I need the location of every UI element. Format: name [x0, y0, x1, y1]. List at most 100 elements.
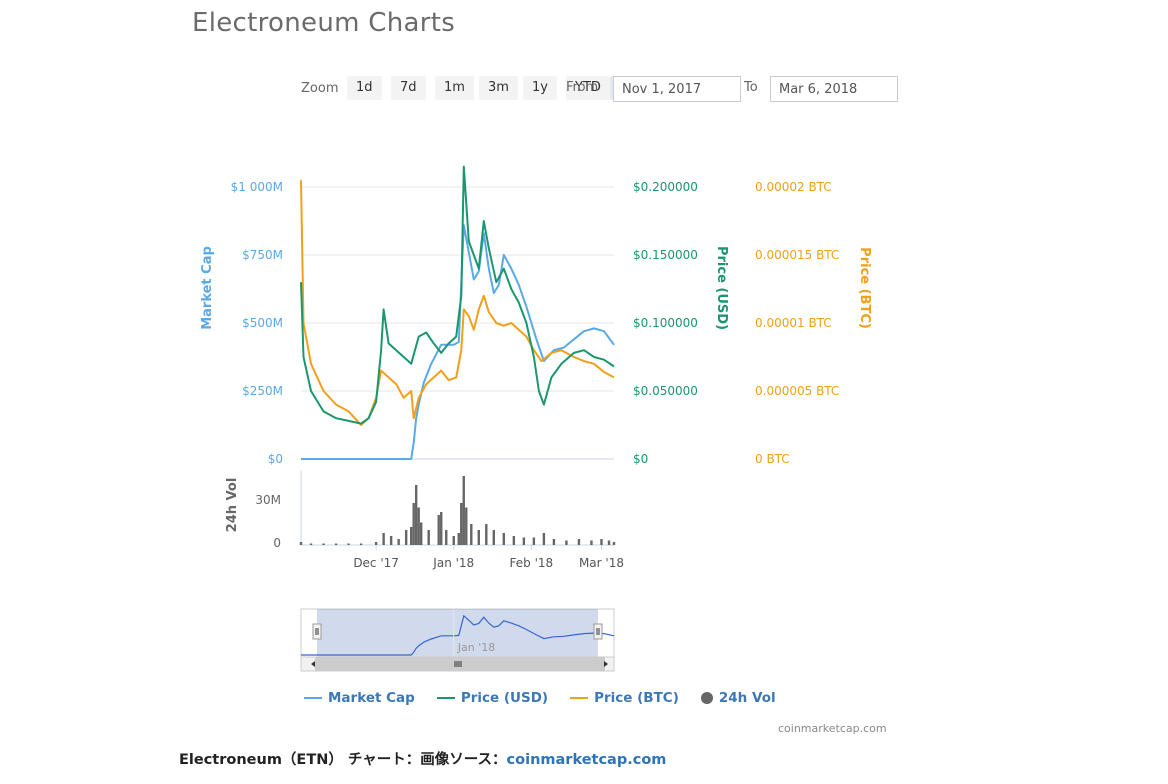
volume-bar: [417, 507, 420, 545]
volume-bar: [389, 536, 393, 545]
volume-bar: [477, 530, 480, 545]
series-line-price-btc: [300, 180, 615, 426]
price-btc-tick-label: 0 BTC: [755, 452, 790, 466]
volume-bar: [532, 537, 536, 545]
volume-bar: [552, 539, 556, 545]
volume-bar: [462, 476, 465, 545]
volume-bar: [404, 530, 408, 545]
price-usd-tick-label: $0.100000: [633, 316, 698, 330]
range-from-input[interactable]: [613, 76, 741, 102]
navigator-right-handle[interactable]: [593, 623, 603, 640]
navigator-left-handle[interactable]: [312, 623, 322, 640]
volume-bar: [590, 540, 593, 545]
volume-bar: [397, 539, 400, 545]
market-cap-tick-label: $1 000M: [231, 180, 283, 194]
price-usd-tick-label: $0.150000: [633, 248, 698, 262]
x-tick-label: Feb '18: [510, 556, 554, 570]
volume-bar: [485, 524, 488, 545]
price-btc-tick-label: 0.00002 BTC: [755, 180, 832, 194]
scrollbar-thumb[interactable]: [315, 657, 605, 671]
volume-bar: [382, 533, 385, 545]
volume-bar: [322, 543, 325, 545]
volume-bar: [409, 527, 413, 545]
volume-bar: [445, 530, 448, 545]
volume-bar: [502, 533, 506, 545]
series-line-market-cap: [301, 224, 615, 460]
volume-bar: [412, 503, 415, 545]
volume-bar: [299, 542, 303, 545]
legend-item-3[interactable]: 24h Vol: [700, 690, 776, 706]
market-cap-axis-title: Market Cap: [200, 246, 215, 330]
volume-bar: [452, 536, 455, 545]
price-usd-axis-title: Price (USD): [714, 246, 729, 330]
volume-axis-title: 24h Vol: [225, 478, 240, 533]
zoom-button-ytd[interactable]: YTD: [566, 76, 610, 100]
volume-bar: [600, 539, 603, 545]
price-btc-tick-label: 0.00001 BTC: [755, 316, 832, 330]
price-usd-tick-label: $0.200000: [633, 180, 698, 194]
legend-item-0[interactable]: Market Cap: [304, 690, 415, 706]
volume-bar: [522, 537, 526, 545]
volume-bar: [419, 522, 423, 545]
volume-bar: [460, 503, 463, 545]
volume-bar: [309, 543, 313, 545]
zoom-button-3m[interactable]: 3m: [479, 76, 518, 100]
range-from-label: From: [566, 80, 599, 95]
volume-bar: [465, 507, 468, 545]
navigator-frame: [300, 608, 615, 658]
legend-label: Price (USD): [460, 690, 549, 706]
zoom-button-1d[interactable]: 1d: [347, 76, 382, 100]
legend-item-1[interactable]: Price (USD): [436, 690, 549, 706]
zoom-button-7d[interactable]: 7d: [391, 76, 426, 100]
volume-bar: [612, 542, 616, 545]
legend-swatch: [700, 692, 713, 704]
legend-swatch: [304, 697, 322, 699]
chart-legend: Market Cap Price (USD) Price (BTC) 24h Vol: [304, 690, 776, 706]
volume-bar: [577, 539, 581, 545]
volume-bar: [565, 540, 568, 545]
zoom-button-1m[interactable]: 1m: [435, 76, 474, 100]
volume-tick-label: 30M: [255, 493, 281, 507]
navigator-tick-label: Jan '18: [457, 641, 495, 654]
market-cap-tick-label: $250M: [242, 384, 283, 398]
page-title: Electroneum Charts: [192, 8, 456, 38]
caption-source-link[interactable]: coinmarketcap.com: [506, 752, 667, 768]
price-btc-axis-title: Price (BTC): [857, 247, 872, 329]
range-to-input[interactable]: [770, 76, 898, 102]
price-usd-tick-label: $0: [633, 452, 648, 466]
legend-item-2[interactable]: Price (BTC): [570, 690, 679, 706]
scroll-right-arrow-icon[interactable]: [604, 661, 608, 667]
volume-tick-label: 0: [273, 536, 281, 550]
volume-bar: [359, 543, 363, 545]
volume-bar: [470, 524, 473, 545]
volume-bar: [437, 515, 440, 545]
navigator-selection: [317, 609, 598, 657]
legend-swatch: [570, 697, 589, 699]
volume-bar: [334, 543, 338, 545]
volume-bar: [492, 530, 496, 545]
image-caption: Electroneum（ETN） チャート：画像ソース：coinmarketca…: [179, 748, 666, 769]
range-to-label: To: [744, 80, 758, 95]
volume-bar: [512, 536, 516, 545]
volume-bar: [427, 530, 430, 545]
legend-label: Price (BTC): [594, 690, 679, 706]
volume-bar: [607, 540, 611, 545]
legend-label: Market Cap: [328, 690, 415, 706]
volume-bar: [457, 533, 460, 545]
series-line-price-usd: [300, 165, 615, 425]
volume-bar: [414, 485, 418, 545]
zoom-label: Zoom: [301, 81, 339, 96]
x-tick-label: Dec '17: [353, 556, 399, 570]
legend-swatch: [436, 697, 455, 699]
volume-bar: [374, 542, 378, 545]
x-tick-label: Mar '18: [579, 556, 624, 570]
volume-bar: [542, 533, 546, 545]
volume-bar: [347, 543, 350, 545]
market-cap-tick-label: $750M: [242, 248, 283, 262]
volume-bar: [440, 512, 443, 545]
price-btc-tick-label: 0.000015 BTC: [755, 248, 839, 262]
zoom-button-1y[interactable]: 1y: [523, 76, 557, 100]
price-usd-tick-label: $0.050000: [633, 384, 698, 398]
scroll-left-arrow-icon[interactable]: [311, 661, 315, 667]
credits-link[interactable]: coinmarketcap.com: [778, 722, 887, 735]
